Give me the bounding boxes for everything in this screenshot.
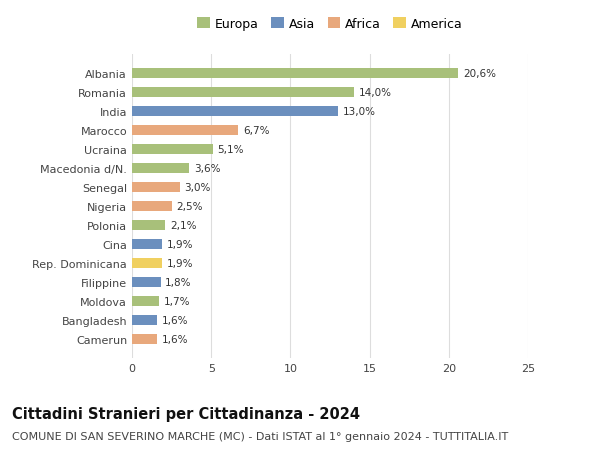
Text: 5,1%: 5,1%	[218, 145, 244, 155]
Bar	[132, 315, 157, 325]
Bar	[132, 163, 189, 174]
Bar	[132, 69, 458, 79]
Bar	[132, 277, 161, 287]
Legend: Europa, Asia, Africa, America: Europa, Asia, Africa, America	[193, 13, 467, 36]
Text: 3,0%: 3,0%	[184, 183, 211, 193]
Text: 14,0%: 14,0%	[359, 88, 392, 98]
Bar	[132, 106, 338, 117]
Bar	[132, 145, 213, 155]
Text: 1,6%: 1,6%	[162, 315, 188, 325]
Bar	[132, 202, 172, 212]
Text: 1,6%: 1,6%	[162, 334, 188, 344]
Bar	[132, 296, 159, 307]
Text: 20,6%: 20,6%	[463, 69, 496, 79]
Text: 1,9%: 1,9%	[167, 258, 193, 269]
Text: 6,7%: 6,7%	[243, 126, 269, 136]
Text: 13,0%: 13,0%	[343, 107, 376, 117]
Bar	[132, 258, 162, 269]
Text: 3,6%: 3,6%	[194, 164, 220, 174]
Text: 1,9%: 1,9%	[167, 240, 193, 249]
Bar	[132, 334, 157, 344]
Text: COMUNE DI SAN SEVERINO MARCHE (MC) - Dati ISTAT al 1° gennaio 2024 - TUTTITALIA.: COMUNE DI SAN SEVERINO MARCHE (MC) - Dat…	[12, 431, 508, 442]
Text: 1,7%: 1,7%	[164, 296, 190, 306]
Bar	[132, 126, 238, 136]
Text: Cittadini Stranieri per Cittadinanza - 2024: Cittadini Stranieri per Cittadinanza - 2…	[12, 406, 360, 421]
Text: 2,1%: 2,1%	[170, 220, 197, 230]
Text: 1,8%: 1,8%	[165, 277, 192, 287]
Bar	[132, 182, 179, 193]
Text: 2,5%: 2,5%	[176, 202, 203, 212]
Bar	[132, 239, 162, 250]
Bar	[132, 88, 354, 98]
Bar	[132, 220, 165, 231]
